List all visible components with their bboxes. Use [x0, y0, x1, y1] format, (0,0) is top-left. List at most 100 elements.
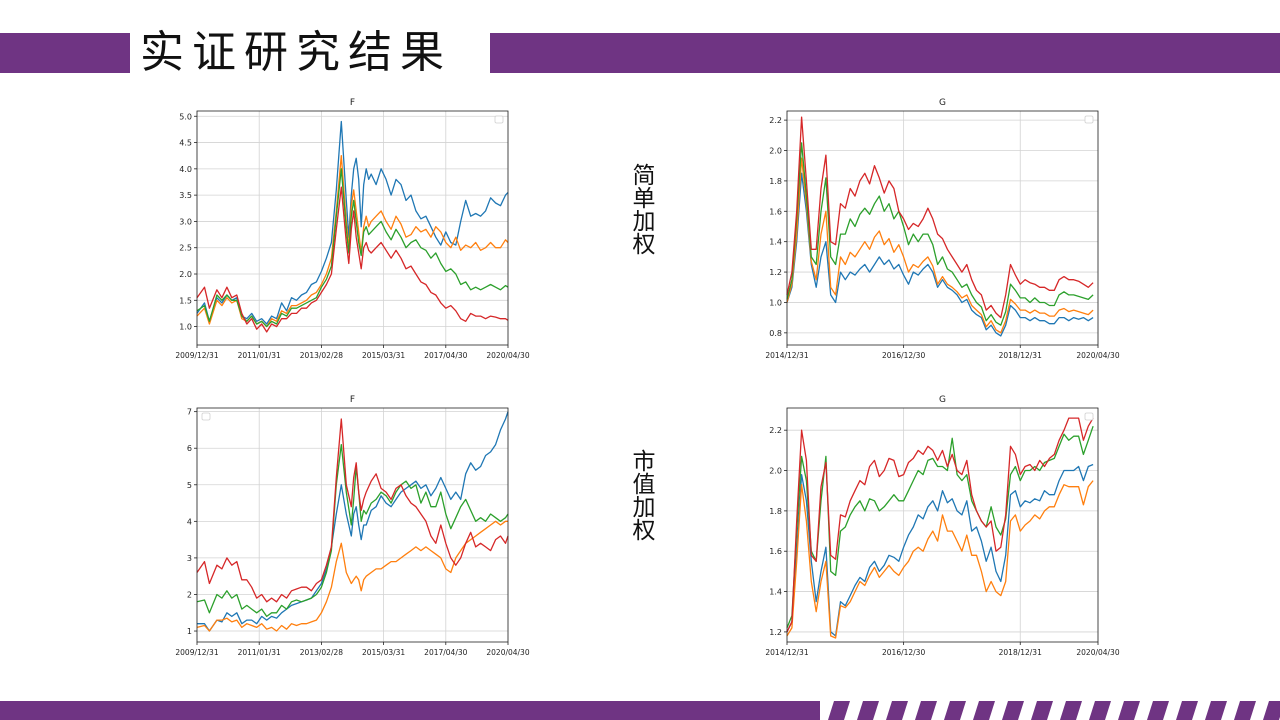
footer-stripe — [857, 701, 879, 720]
chart-cap-weighted-F: 1 2 3 4 5 6 7 2009/12/31 2011/01/31 2013/02/28 201… — [175, 395, 529, 657]
x-tick-label: 2014/12/31 — [765, 351, 808, 360]
chart-simple-weighted-F: 1.0 1.5 2.0 2.5 3.0 3.5 4.0 4.5 5.0 2009/12/31 201… — [175, 98, 529, 360]
x-tick-label: 2020/04/30 — [486, 351, 529, 360]
footer-stripe — [1147, 701, 1169, 720]
x-tick-label: 2014/12/31 — [765, 648, 808, 657]
y-tick-label: 2.0 — [179, 270, 192, 279]
footer-stripe — [1031, 701, 1053, 720]
footer-stripe — [973, 701, 995, 720]
y-tick-label: 1.5 — [179, 296, 192, 305]
row-label-bottom: 市值加权 — [628, 449, 654, 541]
footer-stripe — [1089, 701, 1111, 720]
footer-stripe — [1002, 701, 1024, 720]
row-label-top: 简单加权 — [628, 163, 654, 255]
series-line-1 — [786, 463, 1094, 637]
y-tick-label: 1.2 — [769, 628, 782, 637]
footer-stripe — [1263, 701, 1280, 720]
x-tick-label: 2013/02/28 — [300, 351, 343, 360]
series-line-2 — [196, 520, 508, 632]
chart-title: F — [350, 395, 355, 405]
y-tick-label: 1.0 — [179, 323, 192, 332]
footer-stripe — [1205, 701, 1227, 720]
header-band-right — [490, 33, 1280, 73]
series-line-4 — [196, 418, 509, 603]
x-tick-label: 2016/12/30 — [882, 351, 925, 360]
footer-stripe — [886, 701, 908, 720]
plot-frame — [786, 110, 1099, 346]
y-tick-label: 6 — [187, 444, 192, 453]
y-tick-label: 4.0 — [179, 165, 192, 174]
footer-stripe — [1118, 701, 1140, 720]
x-tick-label: 2018/12/31 — [999, 351, 1042, 360]
y-tick-label: 1.2 — [769, 268, 782, 277]
y-tick-label: 1.0 — [769, 298, 782, 307]
x-tick-label: 2020/04/30 — [1076, 351, 1119, 360]
x-tick-label: 2015/03/31 — [362, 351, 405, 360]
series-line-4 — [786, 116, 1094, 319]
x-tick-label: 2017/04/30 — [424, 648, 467, 657]
legend-box — [201, 412, 211, 421]
x-tick-label: 2015/03/31 — [362, 648, 405, 657]
series-line-3 — [786, 142, 1094, 326]
legend-box — [1084, 115, 1094, 124]
series-line-2 — [786, 157, 1094, 334]
y-tick-label: 1.6 — [769, 207, 782, 216]
y-tick-label: 0.8 — [769, 329, 782, 338]
x-tick-label: 2017/04/30 — [424, 351, 467, 360]
x-tick-label: 2011/01/31 — [238, 351, 281, 360]
y-tick-label: 7 — [187, 408, 192, 417]
footer-stripe — [1176, 701, 1198, 720]
chart-title: F — [350, 98, 355, 108]
y-tick-label: 5.0 — [179, 112, 192, 121]
y-tick-label: 4 — [187, 517, 192, 526]
chart-title: G — [939, 395, 946, 405]
plot-frame — [786, 407, 1099, 643]
x-tick-label: 2020/04/30 — [486, 648, 529, 657]
y-tick-label: 1.4 — [769, 588, 782, 597]
plot-frame — [196, 110, 509, 346]
x-tick-label: 2013/02/28 — [300, 648, 343, 657]
page-title: 实证研究结果 — [140, 27, 452, 78]
y-tick-label: 1.6 — [769, 547, 782, 556]
series-line-3 — [196, 168, 509, 328]
x-tick-label: 2018/12/31 — [999, 648, 1042, 657]
y-tick-label: 1.8 — [769, 177, 782, 186]
legend-box — [494, 115, 504, 124]
footer-stripe — [915, 701, 937, 720]
footer-stripe — [1060, 701, 1082, 720]
series-line-4 — [786, 417, 1094, 633]
plot-frame — [196, 407, 509, 643]
header-band-left — [0, 33, 130, 73]
y-tick-label: 3.5 — [179, 191, 192, 200]
y-tick-label: 3 — [187, 554, 192, 563]
x-tick-label: 2020/04/30 — [1076, 648, 1119, 657]
x-tick-label: 2009/12/31 — [175, 648, 218, 657]
chart-cap-weighted-G: 1.2 1.4 1.6 1.8 2.0 2.2 2014/12/31 2016/12/30 20… — [765, 395, 1119, 657]
x-tick-label: 2011/01/31 — [238, 648, 281, 657]
y-tick-label: 1.8 — [769, 507, 782, 516]
series-line-1 — [197, 411, 509, 632]
x-tick-label: 2009/12/31 — [175, 351, 218, 360]
y-tick-label: 2.2 — [769, 426, 782, 435]
y-tick-label: 2.0 — [769, 467, 782, 476]
footer-stripe-bar — [0, 701, 1280, 720]
chart-simple-weighted-G: 0.8 1.0 1.2 1.4 1.6 1.8 2.0 2.2 2014/12/31 2016/1… — [765, 98, 1119, 360]
y-tick-label: 2 — [187, 590, 192, 599]
y-tick-label: 1 — [187, 627, 192, 636]
footer-band — [0, 701, 820, 720]
footer-stripe — [1234, 701, 1256, 720]
footer-stripe — [828, 701, 850, 720]
y-tick-label: 5 — [187, 481, 192, 490]
series-line-1 — [786, 172, 1094, 337]
footer-stripe — [944, 701, 966, 720]
y-tick-label: 1.4 — [769, 238, 782, 247]
chart-title: G — [939, 98, 946, 108]
y-tick-label: 2.5 — [179, 244, 192, 253]
legend-box — [1084, 412, 1094, 421]
series-line-2 — [786, 480, 1094, 639]
series-line-3 — [786, 425, 1094, 629]
series-line-4 — [196, 186, 509, 333]
series-line-1 — [196, 120, 509, 325]
y-tick-label: 2.0 — [769, 147, 782, 156]
y-tick-label: 4.5 — [179, 139, 192, 148]
